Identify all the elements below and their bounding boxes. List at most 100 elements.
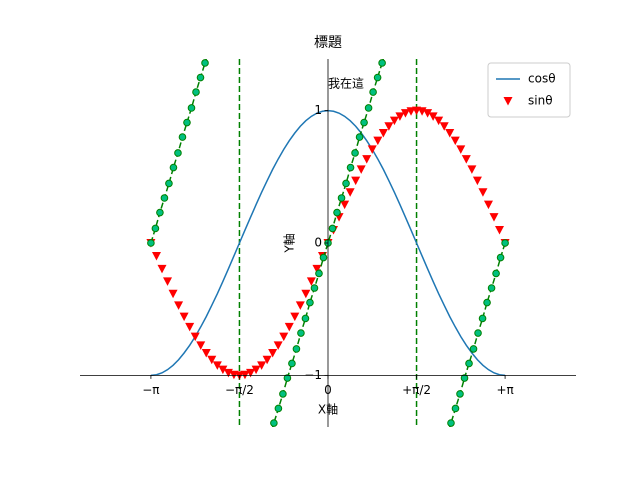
circle-marker bbox=[492, 269, 500, 278]
y-axis-label: Y軸 bbox=[283, 233, 297, 253]
sin-marker bbox=[262, 355, 272, 365]
circle-marker bbox=[369, 88, 377, 96]
circle-marker bbox=[460, 374, 469, 382]
x-tick-label: −π/2 bbox=[225, 383, 254, 397]
sin-marker bbox=[157, 264, 167, 274]
circle-marker bbox=[483, 298, 491, 307]
sin-marker bbox=[273, 341, 283, 350]
sin-marker bbox=[290, 312, 300, 322]
sin-marker bbox=[450, 136, 460, 146]
circle-marker bbox=[292, 345, 301, 353]
circle-marker bbox=[156, 208, 164, 217]
sin-marker bbox=[367, 145, 377, 154]
sin-marker bbox=[467, 165, 477, 174]
sin-marker bbox=[218, 365, 228, 375]
sin-marker bbox=[251, 365, 261, 375]
sin-marker bbox=[384, 122, 394, 131]
circle-marker bbox=[147, 239, 155, 247]
circle-marker bbox=[315, 269, 323, 278]
circle-marker bbox=[337, 194, 346, 202]
legend-label: sinθ bbox=[528, 94, 553, 108]
circle-marker bbox=[274, 404, 283, 413]
annotation: 我在這 bbox=[328, 76, 364, 91]
sin-marker bbox=[472, 176, 482, 186]
circle-marker bbox=[360, 118, 368, 127]
sin-marker bbox=[196, 341, 206, 350]
circle-marker bbox=[355, 133, 364, 141]
sin-marker bbox=[168, 289, 178, 299]
circle-marker bbox=[183, 118, 191, 127]
circle-marker bbox=[447, 419, 455, 427]
sin-marker bbox=[395, 112, 405, 121]
circle-marker bbox=[351, 149, 359, 157]
circle-marker bbox=[288, 359, 296, 368]
circle-marker bbox=[187, 104, 196, 112]
circle-marker bbox=[501, 239, 509, 247]
sin-marker bbox=[351, 176, 361, 186]
sin-marker bbox=[268, 349, 278, 358]
sin-marker bbox=[207, 355, 217, 365]
sin-marker bbox=[345, 188, 355, 197]
circle-marker bbox=[266, 436, 273, 443]
chart-title: 標題 bbox=[314, 35, 342, 51]
circle-marker bbox=[443, 436, 450, 443]
sin-marker bbox=[461, 155, 471, 164]
circle-marker bbox=[451, 404, 460, 413]
circle-marker bbox=[328, 224, 337, 233]
legend-label: cosθ bbox=[528, 72, 556, 86]
circle-marker bbox=[192, 88, 200, 96]
circle-marker bbox=[279, 390, 287, 398]
circle-marker bbox=[496, 253, 505, 262]
circle-marker bbox=[301, 314, 310, 323]
circle-marker bbox=[378, 59, 386, 67]
x-tick-label: +π/2 bbox=[402, 383, 431, 397]
circle-marker bbox=[165, 179, 173, 188]
sin-marker bbox=[151, 251, 161, 261]
circle-marker bbox=[364, 104, 373, 112]
circle-marker bbox=[283, 374, 292, 382]
x-tick-label: +π bbox=[496, 383, 513, 397]
circle-marker bbox=[319, 253, 328, 262]
circle-marker bbox=[196, 73, 205, 82]
sin-marker bbox=[478, 188, 488, 197]
circle-marker bbox=[160, 194, 169, 202]
circle-marker bbox=[306, 298, 314, 307]
circle-marker bbox=[373, 73, 382, 82]
sin-marker bbox=[340, 200, 350, 210]
circle-marker bbox=[206, 44, 213, 51]
circle-marker bbox=[310, 284, 319, 292]
sin-marker bbox=[406, 107, 416, 116]
circle-marker bbox=[474, 329, 482, 337]
sin-marker bbox=[257, 361, 267, 370]
sin-marker bbox=[389, 116, 399, 126]
sin-marker bbox=[179, 312, 189, 322]
circle-marker bbox=[151, 224, 160, 233]
x-tick-label: 0 bbox=[324, 383, 332, 397]
sin-marker bbox=[356, 165, 366, 174]
y-tick-label: 0 bbox=[314, 236, 322, 250]
sin-marker bbox=[201, 349, 211, 358]
sin-marker bbox=[312, 264, 322, 274]
circle-marker bbox=[297, 329, 305, 337]
circle-marker bbox=[478, 314, 487, 323]
x-tick-label: −π bbox=[142, 383, 159, 397]
sin-marker bbox=[362, 155, 372, 164]
sin-marker bbox=[456, 145, 466, 154]
sin-marker bbox=[240, 370, 250, 380]
sin-marker bbox=[306, 277, 316, 286]
legend-swatch bbox=[503, 97, 513, 106]
sin-marker bbox=[174, 301, 184, 310]
sin-marker bbox=[190, 332, 200, 342]
circle-marker bbox=[342, 179, 350, 188]
sin-marker bbox=[489, 213, 499, 222]
plot-area bbox=[146, 44, 510, 443]
circle-marker bbox=[178, 133, 187, 141]
circle-marker bbox=[169, 163, 178, 172]
circle-marker bbox=[346, 163, 355, 172]
sin-marker bbox=[212, 361, 222, 370]
sin-marker bbox=[185, 322, 195, 332]
circle-marker bbox=[487, 284, 496, 292]
circle-marker bbox=[465, 359, 473, 368]
sin-marker bbox=[163, 277, 173, 286]
circle-marker bbox=[456, 390, 464, 398]
